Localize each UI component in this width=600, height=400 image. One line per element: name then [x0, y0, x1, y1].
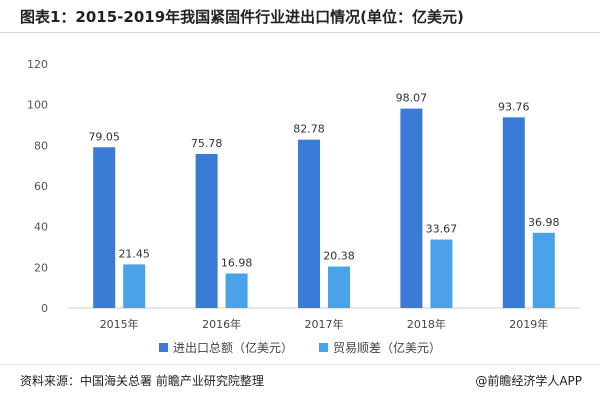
chart-title: 图表1：2015-2019年我国紧固件行业进出口情况(单位：亿美元): [20, 8, 464, 26]
bar-series1: [502, 117, 525, 308]
title-divider: [0, 32, 600, 33]
data-label-series2: 16.98: [221, 256, 253, 269]
x-tick-label: 2018年: [407, 317, 446, 331]
data-label-series1: 75.78: [191, 137, 223, 150]
source-note: 资料来源：中国海关总署 前瞻产业研究院整理: [20, 374, 264, 388]
x-tick-label: 2017年: [305, 317, 344, 331]
legend-swatch-series2: [319, 343, 328, 352]
chart-legend: 进出口总额（亿美元） 贸易顺差（亿美元）: [0, 339, 600, 356]
bar-chart: 0 20 40 60 80 100 120 79.05 21.45 2015年 75.78 16.98…: [27, 58, 580, 331]
x-tick-label: 2019年: [509, 317, 548, 331]
legend-swatch-series1: [158, 343, 168, 352]
y-tick-label: 80: [34, 139, 48, 152]
y-tick-label: 20: [34, 261, 48, 274]
bar-series2: [225, 273, 248, 308]
bar-series1: [195, 153, 218, 308]
data-label-series2: 21.45: [118, 247, 150, 260]
bar-series2: [123, 264, 146, 308]
data-label-series2: 20.38: [323, 250, 355, 263]
data-label-series2: 33.67: [426, 223, 458, 236]
data-label-series1: 79.05: [88, 130, 120, 143]
data-label-series1: 93.76: [498, 100, 530, 113]
bar-series1: [298, 139, 320, 308]
x-tick-label: 2016年: [202, 317, 241, 331]
y-tick-label: 120: [27, 58, 48, 71]
y-tick-label: 60: [34, 180, 48, 193]
bar-series2: [532, 232, 555, 308]
bar-series1: [93, 147, 116, 308]
legend-label-series2: 贸易顺差（亿美元）: [333, 341, 442, 355]
y-tick-label: 0: [41, 302, 48, 315]
y-tick-label: 40: [34, 221, 48, 234]
x-tick-label: 2015年: [100, 317, 139, 331]
legend-item-series1: 进出口总额（亿美元）: [158, 339, 293, 356]
bar-series2: [328, 266, 350, 308]
footer-divider: [0, 364, 600, 365]
legend-item-series2: 贸易顺差（亿美元）: [319, 339, 441, 356]
brand-credit: @前瞻经济学人APP: [475, 374, 582, 388]
data-label-series1: 82.78: [293, 123, 325, 136]
legend-label-series1: 进出口总额（亿美元）: [172, 341, 293, 355]
bar-series2: [430, 239, 453, 308]
y-tick-label: 100: [27, 99, 48, 112]
bar-series1: [400, 108, 423, 308]
data-label-series2: 36.98: [528, 216, 560, 229]
data-label-series1: 98.07: [396, 92, 428, 105]
